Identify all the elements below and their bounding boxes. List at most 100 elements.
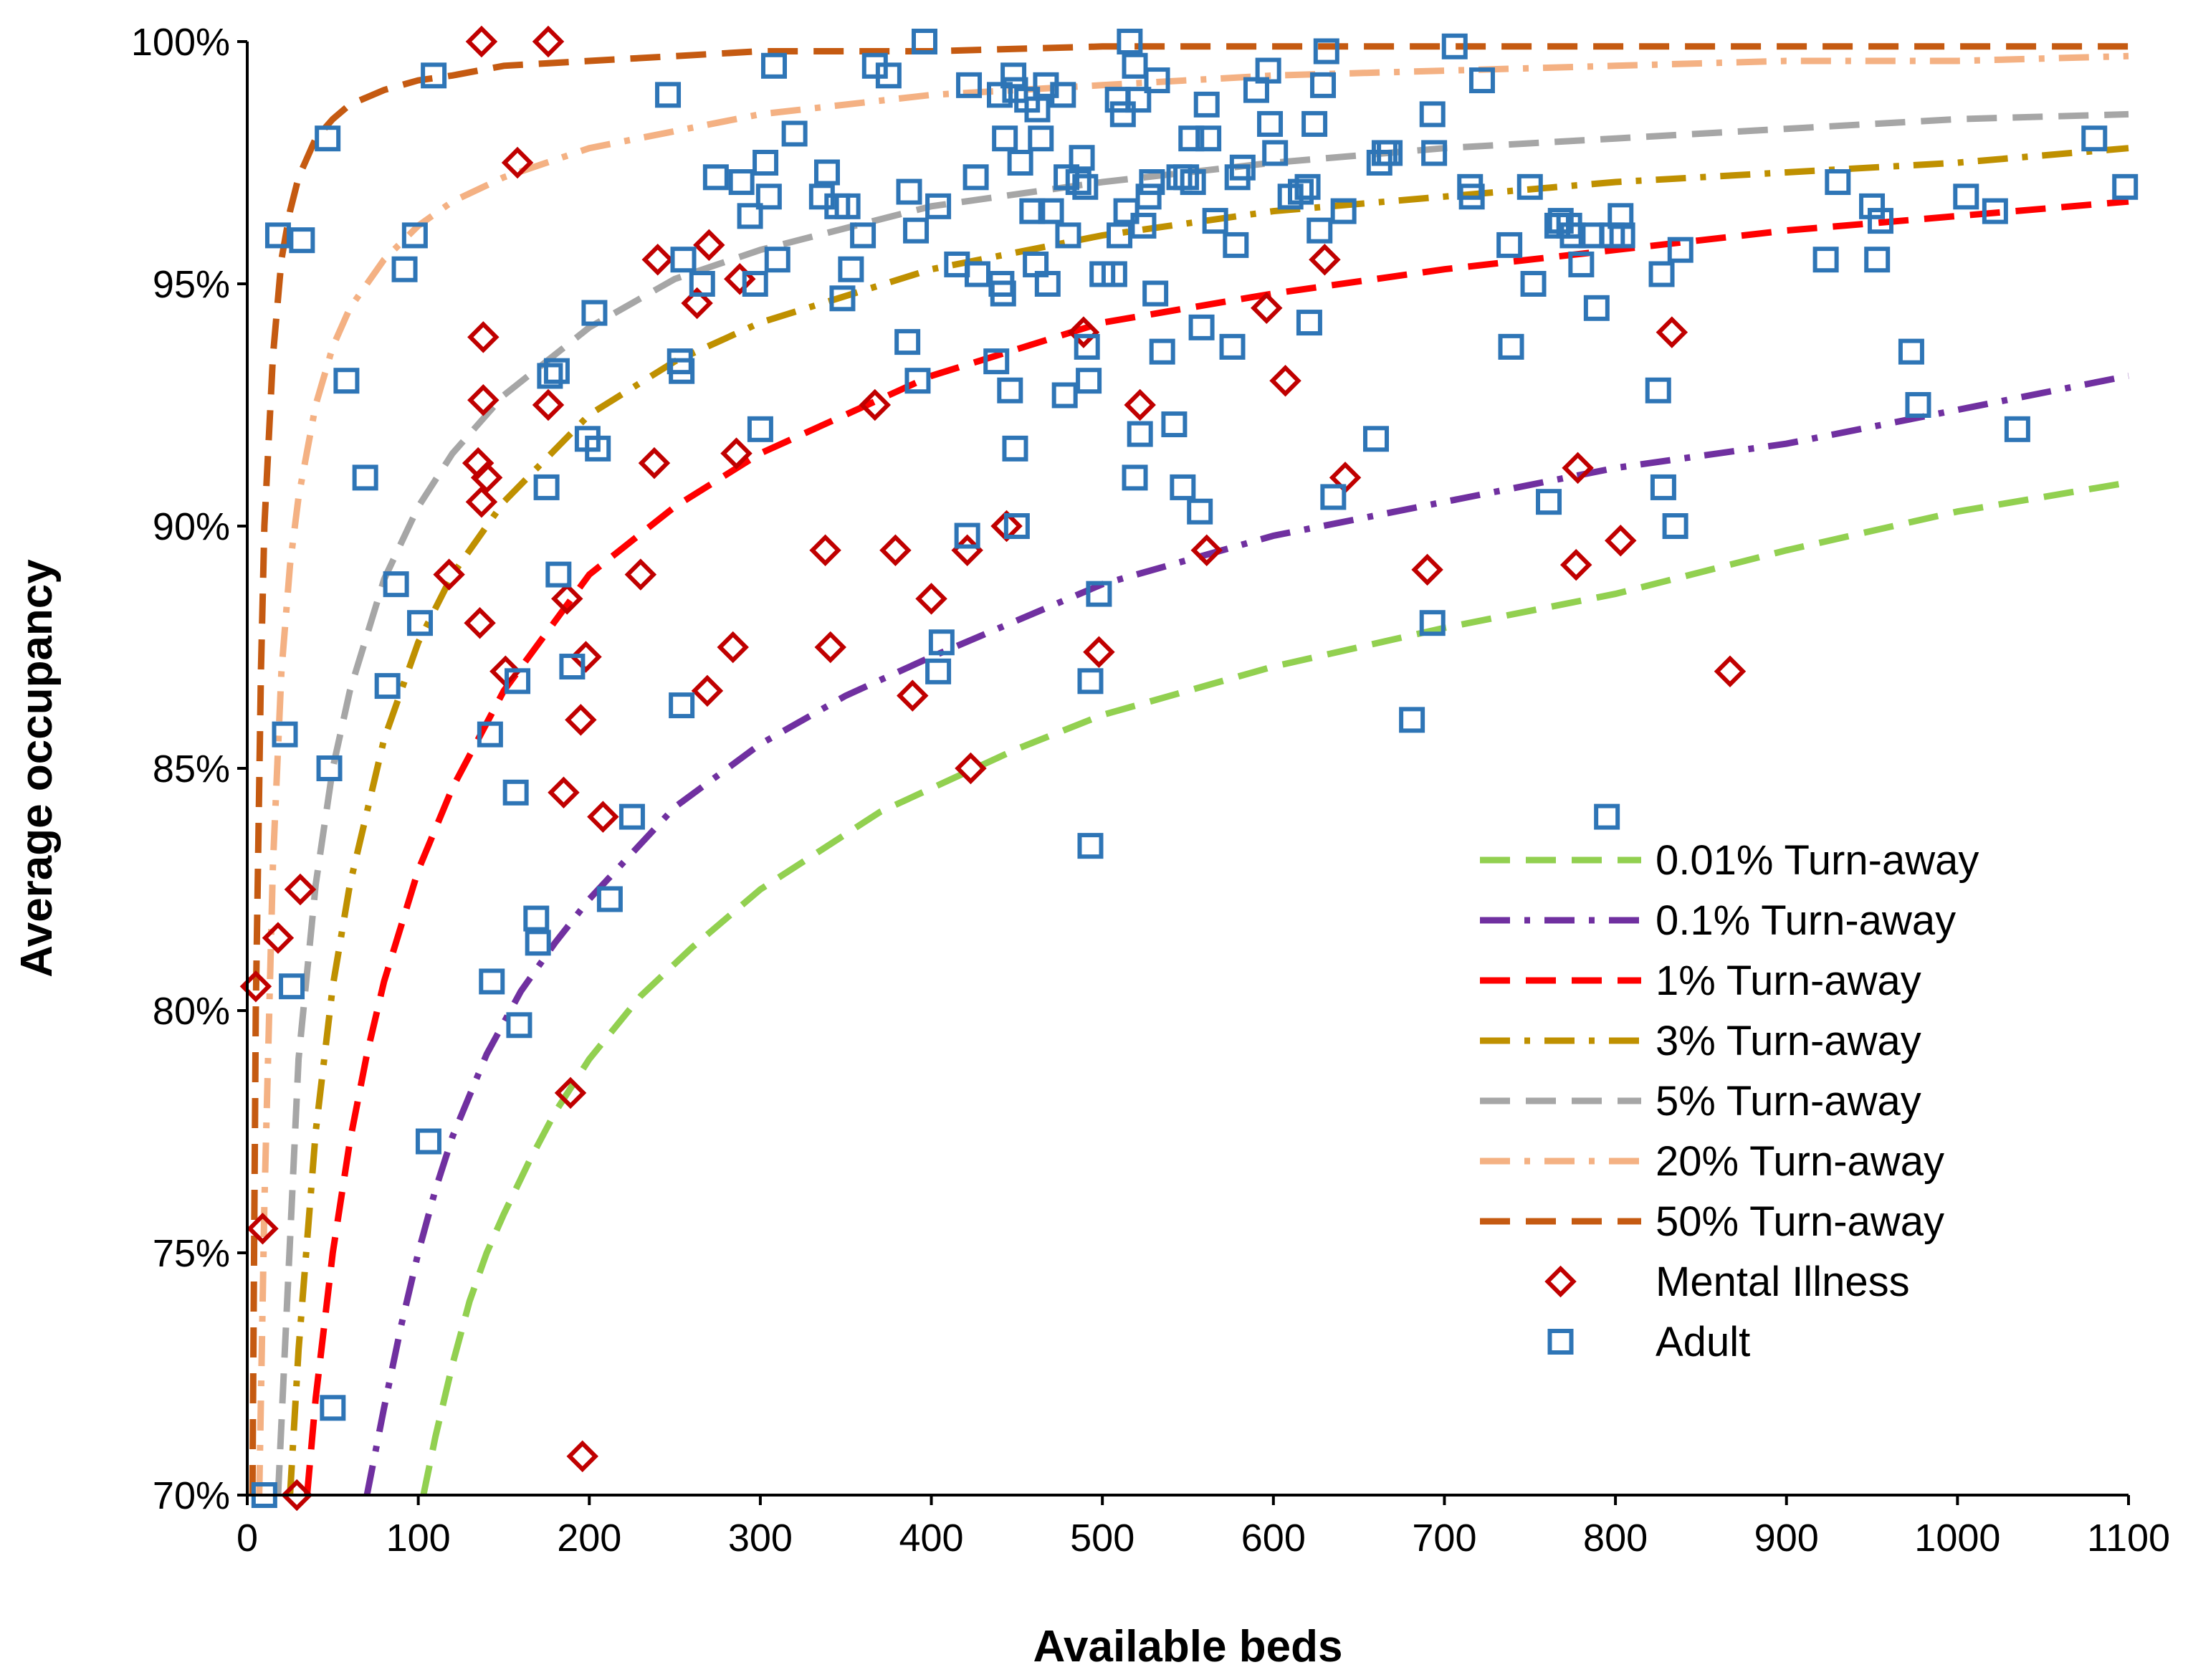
curve-50-turn-away bbox=[249, 43, 2129, 1496]
mental-illness-point bbox=[879, 534, 912, 567]
adult-point bbox=[2112, 173, 2139, 200]
mental-illness-point bbox=[565, 704, 597, 736]
mental-illness-point bbox=[532, 25, 565, 58]
mental-illness-point bbox=[724, 262, 756, 295]
adult-point bbox=[391, 256, 418, 282]
adult-point bbox=[1257, 110, 1284, 137]
mental-illness-point bbox=[1411, 553, 1443, 586]
adult-point bbox=[1055, 222, 1081, 249]
mental-illness-point bbox=[470, 462, 503, 494]
adult-point bbox=[1520, 271, 1547, 297]
adult-point bbox=[1050, 82, 1076, 108]
adult-point bbox=[1498, 333, 1524, 360]
adult-point bbox=[1170, 474, 1196, 500]
mental-illness-point bbox=[532, 388, 565, 421]
y-tick-label: 80% bbox=[153, 990, 230, 1033]
adult-point bbox=[1419, 610, 1446, 636]
mental-illness-point bbox=[554, 1077, 587, 1109]
adult-point bbox=[1255, 57, 1281, 84]
adult-point bbox=[1468, 67, 1495, 94]
adult-point bbox=[1139, 169, 1165, 196]
mental-illness-point bbox=[467, 383, 500, 416]
mental-illness-point bbox=[262, 922, 295, 954]
adult-point bbox=[537, 363, 563, 389]
adult-point bbox=[742, 271, 768, 297]
adult-point bbox=[1536, 489, 1562, 515]
adult-point bbox=[1149, 338, 1175, 365]
adult-point bbox=[1173, 164, 1200, 191]
adult-point bbox=[581, 300, 608, 326]
adult-point bbox=[1296, 310, 1322, 336]
adult-point bbox=[1125, 87, 1152, 113]
adult-point bbox=[1662, 513, 1688, 539]
adult-point bbox=[838, 256, 864, 282]
adult-point bbox=[928, 629, 955, 656]
mental-illness-point bbox=[1124, 388, 1156, 421]
mental-illness-point bbox=[720, 437, 753, 469]
adult-point bbox=[956, 72, 983, 98]
adult-point bbox=[702, 164, 729, 191]
adult-point bbox=[764, 247, 790, 273]
adult-point bbox=[1594, 803, 1620, 830]
adult-point bbox=[1065, 169, 1091, 196]
adult-point bbox=[904, 368, 931, 394]
adult-point bbox=[1306, 217, 1333, 244]
mental-illness-point bbox=[859, 388, 892, 421]
adult-point bbox=[954, 522, 980, 549]
mental-illness-point bbox=[464, 606, 496, 639]
mental-illness-point bbox=[624, 558, 657, 591]
adult-point bbox=[1229, 154, 1256, 181]
x-tick-label: 900 bbox=[1754, 1517, 1819, 1560]
adult-point bbox=[502, 779, 529, 806]
adult-point bbox=[669, 358, 695, 384]
adult-point bbox=[1130, 212, 1157, 239]
adult-point bbox=[289, 227, 315, 254]
y-tick-label: 95% bbox=[153, 263, 230, 306]
adult-point bbox=[1051, 382, 1078, 409]
adult-point bbox=[1024, 96, 1051, 123]
adult-point bbox=[543, 358, 570, 384]
adult-point bbox=[1812, 247, 1839, 273]
x-tick-label: 1000 bbox=[1914, 1517, 2000, 1560]
mental-illness-point bbox=[1559, 548, 1592, 581]
legend-label: Adult bbox=[1656, 1319, 1750, 1365]
legend-label: 1% Turn-away bbox=[1656, 958, 1921, 1004]
x-tick-label: 0 bbox=[237, 1517, 258, 1560]
adult-point bbox=[1262, 140, 1289, 166]
adult-point bbox=[1122, 464, 1148, 491]
adult-point bbox=[1648, 261, 1675, 287]
adult-point bbox=[1982, 198, 2008, 224]
adult-point bbox=[320, 1395, 346, 1421]
adult-point bbox=[1294, 173, 1321, 200]
adult-point bbox=[669, 692, 695, 719]
mental-illness-point bbox=[691, 674, 724, 707]
adult-point bbox=[1905, 392, 1931, 418]
adult-point bbox=[834, 193, 861, 219]
legend-label: 0.1% Turn-away bbox=[1656, 897, 1956, 944]
adult-point bbox=[1583, 295, 1610, 321]
adult-point bbox=[1180, 169, 1206, 196]
mental-illness-point bbox=[247, 1212, 279, 1245]
legend-label: Mental Illness bbox=[1656, 1259, 1910, 1305]
y-tick-label: 90% bbox=[153, 505, 230, 548]
adult-point bbox=[1310, 72, 1337, 98]
adult-point bbox=[983, 348, 1010, 375]
adult-point bbox=[264, 222, 291, 249]
adult-point bbox=[1003, 513, 1030, 539]
mental-illness-point bbox=[1309, 243, 1341, 276]
mental-illness-point bbox=[1605, 525, 1637, 557]
adult-point bbox=[925, 193, 952, 219]
adult-point bbox=[964, 261, 990, 287]
adult-point bbox=[1645, 377, 1671, 404]
adult-point bbox=[383, 571, 409, 598]
adult-point bbox=[559, 654, 586, 680]
adult-point bbox=[1399, 707, 1425, 733]
adult-point bbox=[596, 886, 623, 912]
mental-illness-point bbox=[433, 558, 465, 591]
adult-point bbox=[1559, 222, 1586, 249]
adult-point bbox=[1107, 222, 1133, 249]
mental-illness-point bbox=[915, 583, 947, 615]
adult-point bbox=[737, 203, 763, 229]
y-tick-label: 85% bbox=[153, 748, 230, 791]
adult-point bbox=[1202, 208, 1228, 234]
